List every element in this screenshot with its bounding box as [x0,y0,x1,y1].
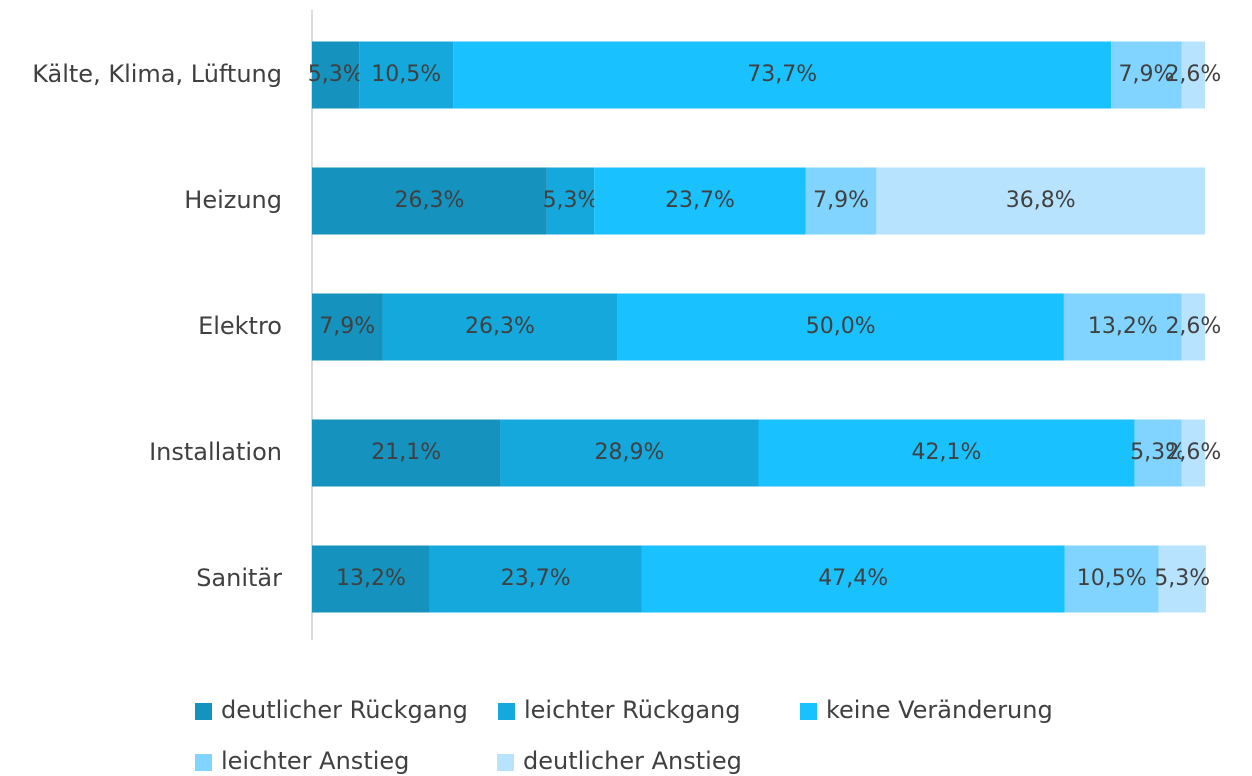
bar-segment [500,419,759,487]
value-label: 28,9% [595,440,665,465]
category-label: Installation [149,438,282,466]
legend-swatch [195,754,212,771]
bar-segment [1158,545,1206,613]
value-label: 2,6% [1165,314,1221,339]
value-label: 10,5% [1077,566,1147,591]
value-label: 42,1% [912,440,982,465]
value-label: 5,3% [1130,440,1186,465]
value-label: 26,3% [394,188,464,213]
value-label: 23,7% [501,566,571,591]
legend-label: keine Veränderung [826,696,1053,724]
value-label: 23,7% [665,188,735,213]
bar-segment [876,167,1205,235]
bar-segment [453,41,1112,109]
value-label: 10,5% [371,62,441,87]
bar-segment [312,545,430,613]
bar-segment [617,293,1064,361]
value-label: 26,3% [465,314,535,339]
bar-segment [1063,293,1182,361]
value-label: 21,1% [371,440,441,465]
bar-segment [312,167,547,235]
bar-segment [594,167,806,235]
bar-segment [1134,419,1182,487]
bar-segment [312,419,501,487]
category-label: Elektro [198,312,282,340]
value-label: 47,4% [818,566,888,591]
legend-label: deutlicher Anstieg [523,747,742,775]
legend-swatch [800,703,817,720]
bar-segment [1064,545,1159,613]
bar-segment [1181,293,1205,361]
bar-segment [1111,41,1182,109]
bar-segment [758,419,1135,487]
bar-segment [641,545,1065,613]
bar-segment [429,545,642,613]
category-label: Sanitär [196,564,282,592]
legend-label: leichter Anstieg [221,747,409,775]
value-label: 2,6% [1165,440,1221,465]
value-label: 50,0% [806,314,876,339]
legend-swatch [497,754,514,771]
value-label: 73,7% [747,62,817,87]
value-label: 5,3% [308,62,364,87]
category-label: Kälte, Klima, Lüftung [32,60,282,88]
value-label: 7,9% [1119,62,1175,87]
bar-segment [546,167,595,235]
value-label: 5,3% [1154,566,1210,591]
category-label: Heizung [184,186,282,214]
value-label: 13,2% [336,566,406,591]
bar-segment [382,293,618,361]
bar-segment [312,41,360,109]
value-label: 36,8% [1006,188,1076,213]
value-label: 7,9% [813,188,869,213]
bar-segment [359,41,454,109]
bar-segment [1181,41,1205,109]
value-label: 2,6% [1165,62,1221,87]
value-label: 5,3% [543,188,599,213]
bar-segment [312,293,383,361]
value-label: 13,2% [1088,314,1158,339]
value-label: 7,9% [319,314,375,339]
legend-label: leichter Rückgang [524,696,740,724]
legend-label: deutlicher Rückgang [221,696,468,724]
legend-swatch [195,703,212,720]
bar-segment [1181,419,1205,487]
bar-segment [805,167,877,235]
legend-swatch [498,703,515,720]
